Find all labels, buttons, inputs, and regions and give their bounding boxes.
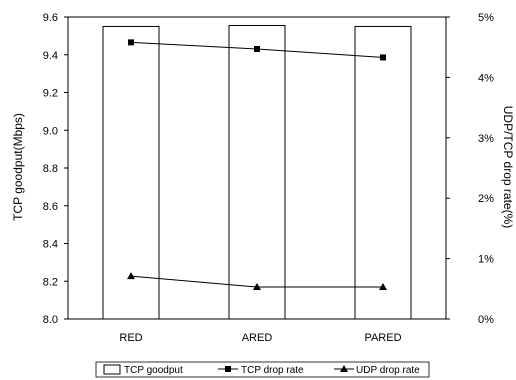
ticks-layer: 8.0 8.2 8.4 8.6 8.8 9.0 9.2 9.4 9.6 0% 1% 2% 3% 4% 5% R… [43, 12, 494, 344]
point-tcp-drop-rate-red [128, 39, 134, 46]
legend-label-tcp-drop-rate: TCP drop rate [241, 365, 304, 376]
y-tick-label: 8.0 [43, 314, 58, 326]
bars-layer [102, 24, 412, 320]
y-tick-label: 9.2 [43, 88, 58, 100]
lines-layer [127, 39, 387, 290]
legend-bar-swatch [103, 364, 121, 375]
legend-square-marker [225, 366, 231, 372]
y-axis-label: TCP goodput(Mbps) [11, 113, 25, 221]
y2-tick-label: 2% [478, 193, 494, 205]
point-udp-drop-rate-pared [379, 282, 387, 290]
legend-triangle-marker [340, 365, 348, 372]
bar-pared [354, 25, 412, 320]
x-tick-label: PARED [364, 332, 401, 344]
bar-red [102, 25, 160, 320]
point-tcp-drop-rate-ared [254, 46, 260, 53]
y-tick-label: 9.6 [43, 12, 58, 24]
y-tick-label: 8.8 [43, 163, 58, 175]
legend: TCP goodput TCP drop rate UDP drop rate [95, 361, 430, 378]
y-tick-label: 8.6 [43, 201, 58, 213]
bar-ared [228, 24, 286, 320]
y-tick-label: 9.4 [43, 50, 58, 62]
legend-frame [95, 361, 430, 378]
point-tcp-drop-rate-pared [380, 54, 386, 61]
y2-axis-label: UDP/TCP drop rate(%) [501, 106, 515, 228]
y-tick-label: 9.0 [43, 125, 58, 137]
y-tick-label: 8.2 [43, 276, 58, 288]
x-tick-label: ARED [242, 332, 273, 344]
legend-label-udp-drop-rate: UDP drop rate [356, 365, 420, 376]
x-tick-label: RED [119, 332, 142, 344]
y2-tick-label: 3% [478, 133, 494, 145]
y-tick-label: 8.4 [43, 239, 58, 251]
legend-label-tcp-goodput: TCP goodput [124, 365, 183, 376]
point-udp-drop-rate-ared [253, 282, 261, 290]
y2-tick-label: 5% [478, 12, 494, 24]
y2-tick-label: 0% [478, 314, 494, 326]
y2-tick-label: 4% [478, 72, 494, 84]
y2-tick-label: 1% [478, 254, 494, 266]
point-udp-drop-rate-red [127, 272, 135, 280]
